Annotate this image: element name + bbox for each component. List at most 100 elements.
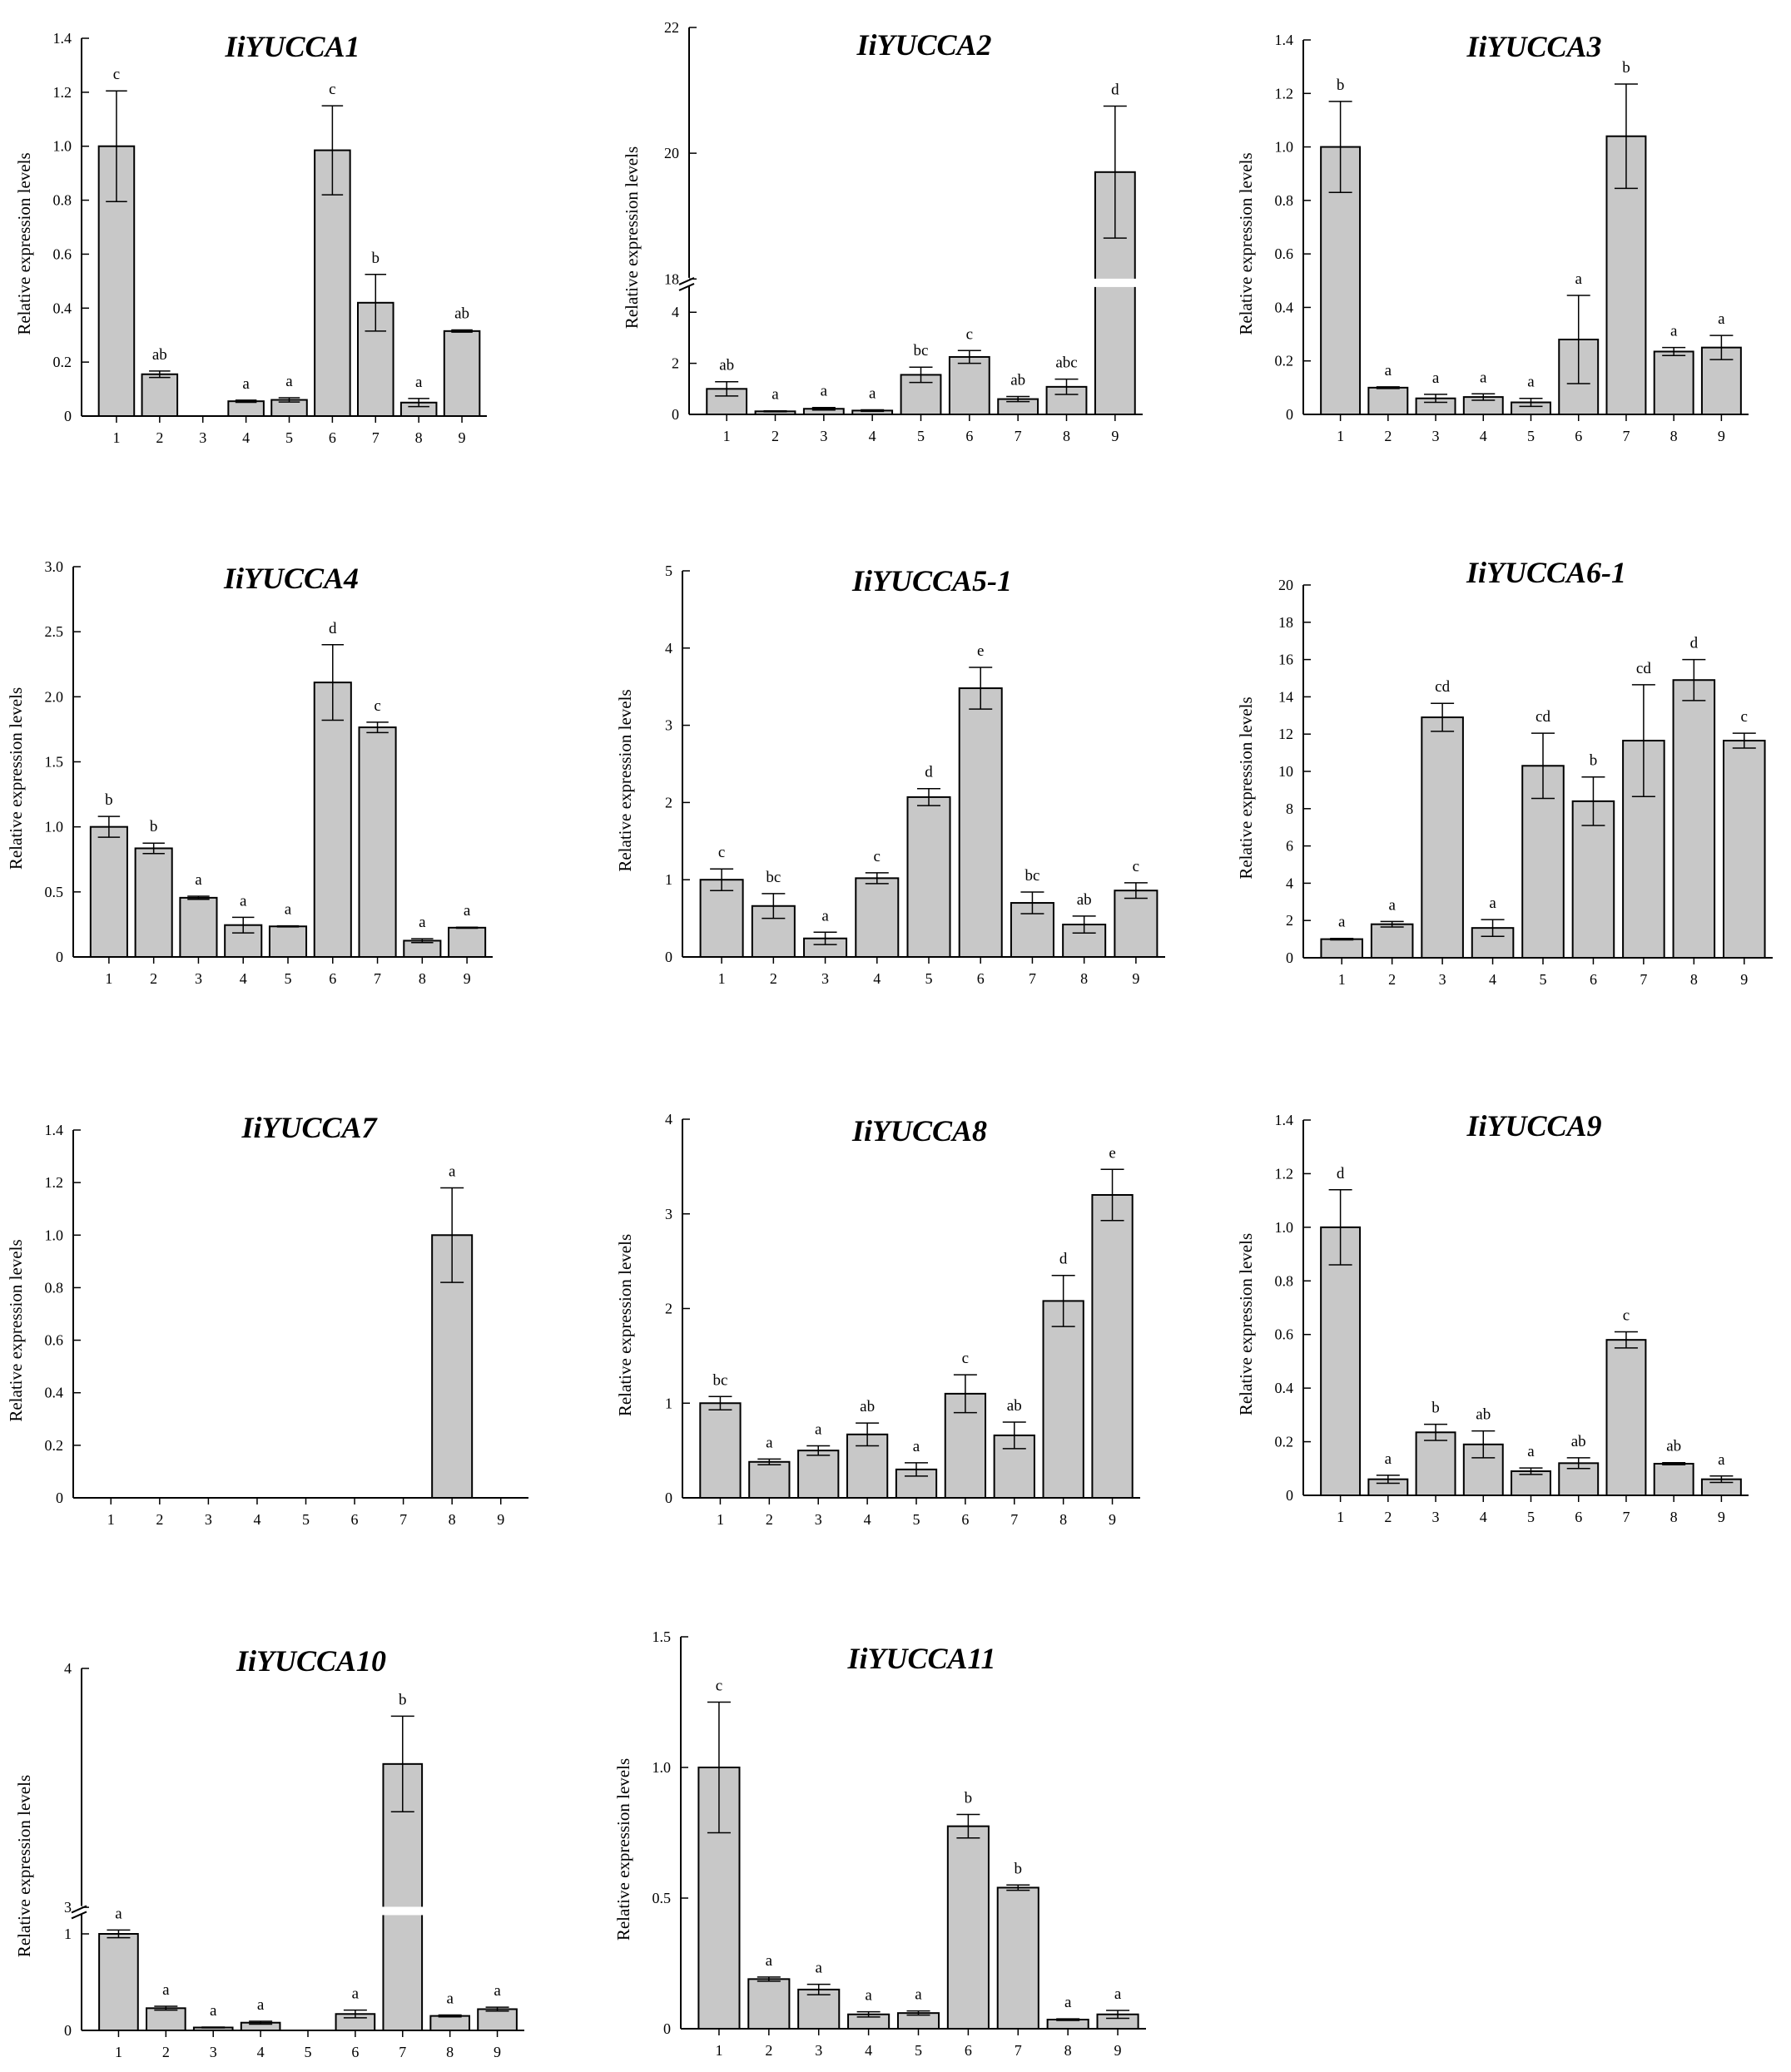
x-tick-label: 5: [1540, 971, 1547, 988]
x-tick-label: 8: [1059, 1511, 1067, 1528]
y-axis-label: Relative expression levels: [14, 1775, 34, 1957]
significance-label: a: [1388, 896, 1396, 914]
bar: [1421, 716, 1464, 959]
chart-title: IiYUCCA6-1: [1466, 556, 1626, 589]
y-tick-label: 8: [1286, 801, 1293, 817]
x-tick-label: 1: [107, 1511, 115, 1528]
y-axis-label: Relative expression levels: [613, 1758, 633, 1941]
significance-label: cd: [1535, 708, 1550, 726]
axis-break-gap: [72, 1906, 92, 1915]
x-tick-label: 5: [1527, 1509, 1535, 1525]
y-axis-label: Relative expression levels: [615, 689, 635, 871]
y-tick-label: 5: [665, 563, 672, 579]
significance-label: ab: [860, 1398, 875, 1415]
significance-label: bc: [712, 1371, 727, 1389]
y-tick-label: 1.2: [1275, 85, 1294, 102]
x-tick-label: 6: [961, 1511, 969, 1528]
x-tick-label: 5: [285, 970, 292, 987]
y-tick-label: 0.2: [53, 354, 72, 370]
bar: [1320, 938, 1364, 959]
x-tick-label: 2: [150, 970, 157, 987]
x-tick-label: 6: [1575, 1509, 1582, 1525]
x-tick-label: 8: [1063, 428, 1070, 444]
x-tick-label: 6: [351, 2044, 359, 2060]
y-tick-label: 1.0: [45, 1227, 64, 1243]
y-axis-label: Relative expression levels: [1236, 696, 1256, 879]
x-tick-label: 3: [195, 970, 202, 987]
x-tick-label: 8: [1080, 970, 1088, 987]
bar: [1367, 386, 1409, 416]
x-tick-label: 4: [253, 1511, 260, 1528]
x-tick-label: 2: [162, 2044, 170, 2060]
x-tick-label: 3: [1439, 971, 1446, 988]
x-tick-label: 7: [374, 970, 381, 987]
significance-label: a: [821, 907, 829, 924]
y-tick-label: 10: [1278, 763, 1293, 780]
significance-label: a: [1385, 1450, 1392, 1468]
x-tick-label: 1: [715, 2042, 722, 2059]
y-tick-label: 0.2: [1275, 353, 1294, 369]
chart-panel-1: 0 0.2 0.4 0.6 0.8 1.0 1.2 1.4 Relative expressio…: [14, 30, 487, 446]
significance-label: c: [718, 844, 725, 861]
x-tick-label: 5: [302, 1511, 310, 1528]
x-tick-label: 3: [820, 428, 827, 444]
x-tick-label: 1: [112, 429, 120, 446]
y-tick-label: 1.4: [53, 30, 72, 47]
bar: [98, 1933, 139, 2031]
significance-label: b: [372, 250, 380, 267]
x-tick-label: 7: [1640, 971, 1647, 988]
significance-label: a: [915, 1986, 922, 2004]
significance-label: a: [257, 1996, 265, 2014]
significance-label: a: [1432, 369, 1440, 387]
significance-label: ab: [1007, 1397, 1022, 1415]
x-tick-label: 5: [1527, 428, 1535, 444]
chart-panel-4: 0 0.5 1.0 1.5 2.0 2.5 3.0 Relative expression l…: [6, 558, 493, 987]
y-tick-label: 20: [664, 145, 679, 161]
significance-label: a: [415, 374, 423, 391]
significance-label: ab: [719, 357, 734, 374]
significance-label: e: [1109, 1144, 1115, 1162]
bar: [906, 796, 951, 958]
significance-label: b: [965, 1790, 973, 1807]
y-tick-label: 1.0: [652, 1759, 672, 1776]
x-tick-label: 6: [977, 970, 985, 987]
significance-label: c: [1623, 1306, 1630, 1324]
significance-label: b: [1622, 59, 1630, 77]
x-tick-label: 1: [105, 970, 112, 987]
x-tick-label: 2: [766, 1511, 773, 1528]
y-tick-label: 2: [665, 1301, 672, 1317]
x-tick-label: 6: [351, 1511, 359, 1528]
y-tick-label: 3: [665, 717, 672, 734]
significance-label: a: [1575, 270, 1583, 288]
y-tick-label: 12: [1278, 726, 1293, 742]
significance-label: ab: [1666, 1438, 1681, 1455]
significance-label: c: [329, 81, 335, 98]
x-tick-label: 8: [449, 1511, 456, 1528]
x-tick-label: 5: [285, 429, 293, 446]
significance-label: a: [1385, 362, 1392, 379]
x-tick-label: 8: [446, 2044, 454, 2060]
bar-break: [1093, 278, 1137, 287]
y-tick-label: 0.4: [45, 1385, 64, 1401]
significance-label: a: [446, 1990, 454, 2007]
bar: [1653, 1462, 1694, 1497]
y-tick-label: 2: [665, 794, 672, 810]
x-tick-label: 4: [869, 428, 876, 444]
significance-label: a: [285, 373, 293, 390]
y-tick-label: 1.0: [1275, 1219, 1294, 1236]
significance-label: c: [874, 848, 881, 865]
significance-label: a: [1114, 1985, 1122, 2003]
significance-label: a: [1718, 1451, 1725, 1469]
bar: [358, 726, 397, 958]
significance-label: a: [766, 1952, 773, 1970]
x-tick-label: 5: [925, 970, 933, 987]
significance-label: a: [771, 386, 779, 404]
y-axis-label: Relative expression levels: [14, 152, 34, 335]
y-tick-label: 0: [1286, 406, 1293, 423]
x-tick-label: 7: [1015, 2042, 1022, 2059]
x-tick-label: 3: [199, 429, 206, 446]
y-tick-label: 1: [665, 1395, 672, 1411]
x-tick-label: 9: [1132, 970, 1139, 987]
significance-label: a: [815, 1420, 822, 1438]
